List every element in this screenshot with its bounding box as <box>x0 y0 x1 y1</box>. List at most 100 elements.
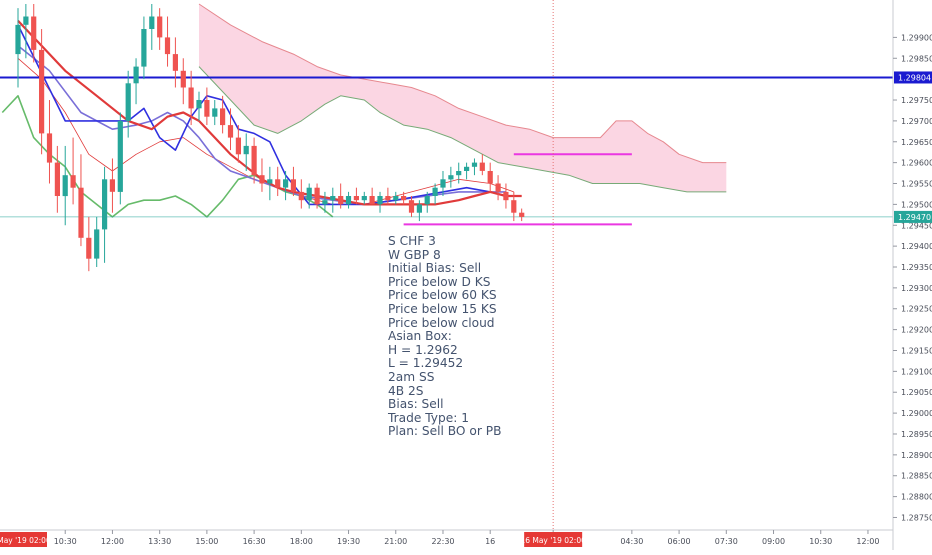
candle-body <box>94 229 100 259</box>
candle-body <box>487 171 493 184</box>
candle-body <box>511 200 517 213</box>
candle <box>456 162 462 184</box>
candle <box>86 216 92 272</box>
candle-body <box>464 166 470 171</box>
candle-body <box>322 200 328 205</box>
candle-body <box>448 175 454 180</box>
candle <box>424 191 430 213</box>
price-label-text: 1.29470 <box>898 213 931 222</box>
candle <box>117 112 123 205</box>
candle <box>62 145 68 226</box>
x-tick-label: 21:00 <box>384 537 407 546</box>
candle-body <box>259 175 265 184</box>
candle-body <box>361 196 367 201</box>
candle-body <box>46 133 53 163</box>
candle <box>495 175 501 201</box>
note-line: Price below 15 KS <box>388 301 497 316</box>
candle <box>283 170 289 201</box>
candle <box>393 191 399 205</box>
y-tick-label: 1.29300 <box>901 284 932 293</box>
candle <box>408 196 415 217</box>
time-highlight-box <box>524 532 583 547</box>
cloud-upper-edge <box>198 3 727 164</box>
y-tick-label: 1.28900 <box>901 451 932 460</box>
candle <box>94 216 100 267</box>
candle-body <box>369 196 375 205</box>
note-line: S CHF 3 <box>388 234 436 248</box>
candle-body <box>235 137 241 155</box>
candle <box>180 58 186 105</box>
candle-body <box>440 179 446 188</box>
y-tick-label: 1.28850 <box>901 472 932 481</box>
candle <box>471 158 478 176</box>
y-tick-label: 1.29350 <box>901 263 932 272</box>
ichimoku-cloud <box>199 4 727 192</box>
candle-body <box>306 187 312 201</box>
note-line: L = 1.29452 <box>388 356 464 371</box>
candle <box>102 166 108 263</box>
candle-body <box>62 175 68 197</box>
y-tick-label: 1.29900 <box>901 33 932 42</box>
y-tick-label: 1.28750 <box>901 513 932 522</box>
candle <box>227 108 234 151</box>
y-tick-label: 1.29600 <box>901 159 932 168</box>
candle-body <box>353 196 359 201</box>
candle-body <box>31 16 37 50</box>
note-line: Trade Type: 1 <box>388 410 469 425</box>
candle-body <box>212 108 218 117</box>
candle-body <box>141 29 147 67</box>
candle-body <box>503 191 509 201</box>
candle <box>432 183 438 205</box>
y-tick-label: 1.29000 <box>901 409 932 418</box>
x-tick-label: 09:00 <box>762 537 785 546</box>
note-line: Price below D KS <box>388 274 491 289</box>
x-tick-label: 06:00 <box>668 537 691 546</box>
candle <box>243 133 249 171</box>
candle-body <box>220 108 226 126</box>
candle <box>39 29 45 155</box>
candle-body <box>188 87 194 109</box>
y-tick-label: 1.28950 <box>901 430 932 439</box>
x-tick-label: 15:00 <box>195 537 218 546</box>
candle <box>479 154 485 176</box>
candle <box>149 4 155 50</box>
x-tick-label: 16 <box>485 537 495 546</box>
candle-body <box>283 179 289 188</box>
y-tick-label: 1.29050 <box>901 388 932 397</box>
candle-body <box>314 187 320 205</box>
candle <box>31 4 37 63</box>
candle <box>440 170 446 197</box>
candle <box>125 70 131 138</box>
candle <box>267 166 273 201</box>
candle-body <box>102 179 108 230</box>
candle-body <box>456 171 462 176</box>
candle <box>306 183 312 209</box>
candle-body <box>385 196 391 201</box>
candle <box>212 100 218 126</box>
candle <box>369 187 375 205</box>
candle-body <box>125 83 131 121</box>
candle <box>164 16 171 67</box>
candle <box>448 166 454 188</box>
candle-body <box>243 145 249 155</box>
candle-body <box>408 200 415 213</box>
x-tick-label: 12:00 <box>856 537 879 546</box>
candle-body <box>479 162 485 171</box>
candle <box>503 183 509 209</box>
thin-red-line <box>17 57 514 205</box>
candle-body <box>330 196 336 201</box>
candles <box>15 4 525 272</box>
note-line: Price below 60 KS <box>388 288 497 303</box>
drawings <box>0 0 893 530</box>
note-line: 2am SS <box>388 369 435 384</box>
y-tick-label: 1.29100 <box>901 367 932 376</box>
candle <box>133 58 139 105</box>
candle <box>298 179 304 209</box>
y-tick-label: 1.29500 <box>901 200 932 209</box>
candle <box>416 200 422 222</box>
candle <box>235 125 241 163</box>
